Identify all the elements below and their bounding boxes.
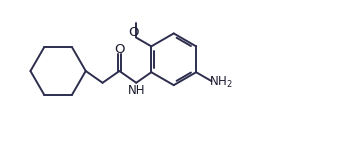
Text: O: O	[128, 26, 138, 39]
Text: NH$_2$: NH$_2$	[210, 75, 233, 90]
Text: NH: NH	[128, 84, 145, 97]
Text: O: O	[114, 43, 125, 56]
